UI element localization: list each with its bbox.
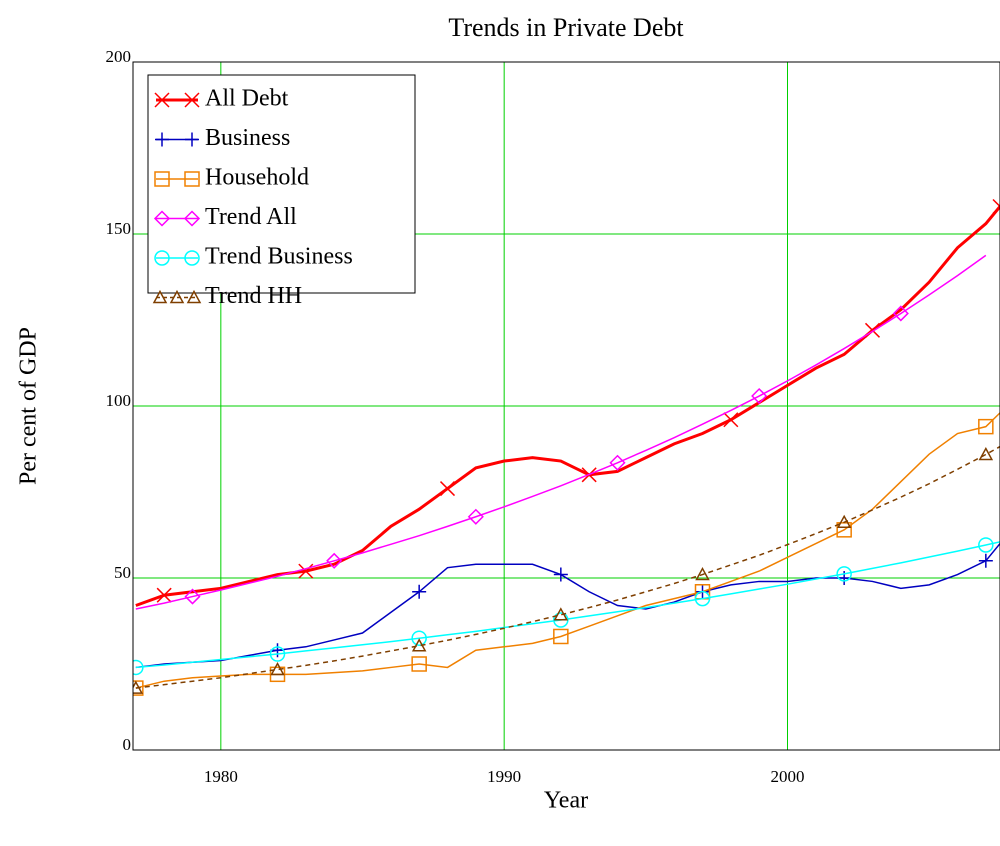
legend-label: Business: [205, 125, 290, 151]
legend-label: Trend All: [205, 204, 297, 230]
legend-label: Household: [205, 165, 309, 191]
y-tick-label: 0: [123, 735, 132, 754]
marker: [133, 680, 144, 694]
marker: [270, 661, 285, 676]
marker: [553, 607, 569, 621]
marker: [992, 198, 1000, 215]
marker: [439, 481, 456, 497]
marker: [184, 588, 201, 605]
series-line: [135, 541, 1000, 669]
marker: [412, 584, 427, 599]
y-tick-label: 100: [106, 391, 132, 410]
x-tick-label: 1990: [487, 767, 521, 786]
plot-area: [133, 198, 1000, 696]
y-tick-label: 150: [106, 219, 132, 238]
marker: [978, 418, 994, 435]
marker: [836, 514, 852, 529]
marker: [695, 566, 710, 581]
marker: [864, 322, 881, 338]
legend: All Debt Business Household Trend All Trend …: [147, 74, 416, 309]
marker: [411, 656, 427, 672]
marker: [184, 171, 200, 187]
series-line: [135, 445, 1000, 689]
y-tick-label: 200: [106, 47, 132, 66]
marker: [978, 537, 994, 553]
marker: [553, 628, 569, 645]
marker: [185, 132, 199, 147]
marker: [298, 563, 314, 579]
marker: [269, 666, 286, 683]
marker: [751, 387, 768, 405]
chart-title: Trends in Private Debt: [448, 13, 684, 42]
marker: [155, 132, 169, 147]
legend-label: All Debt: [205, 86, 289, 112]
marker: [154, 250, 170, 266]
y-tick-label: 50: [114, 563, 131, 582]
legend-label: Trend Business: [205, 244, 353, 270]
marker: [723, 412, 739, 428]
x-tick-label: 2000: [771, 767, 805, 786]
marker: [326, 552, 343, 569]
marker: [892, 305, 909, 322]
marker: [183, 210, 201, 227]
marker: [411, 638, 427, 652]
marker: [467, 508, 484, 525]
marker: [694, 590, 711, 607]
marker: [269, 646, 286, 662]
marker: [152, 289, 168, 304]
marker: [184, 250, 200, 266]
marker: [156, 587, 172, 603]
x-axis-label: Year: [544, 788, 588, 814]
x-tick-label: 1980: [204, 767, 238, 786]
marker: [553, 567, 568, 582]
marker: [133, 659, 144, 676]
marker: [553, 612, 569, 628]
marker: [184, 92, 200, 108]
marker: [978, 446, 994, 461]
marker: [978, 553, 993, 568]
marker: [186, 289, 202, 304]
marker: [154, 171, 170, 187]
marker: [153, 210, 171, 227]
marker: [154, 92, 170, 108]
series-line: [135, 412, 1000, 689]
marker: [609, 454, 626, 471]
marker: [836, 566, 852, 582]
series-line: [135, 254, 987, 610]
marker: [270, 643, 285, 658]
legend-box: [147, 74, 416, 294]
marker: [411, 630, 427, 646]
plot-frame: [132, 61, 1000, 751]
y-axis-label: Per cent of GDP: [16, 327, 42, 485]
marker: [169, 289, 185, 304]
legend-label: Trend HH: [205, 283, 302, 309]
series-line: [135, 543, 1000, 669]
